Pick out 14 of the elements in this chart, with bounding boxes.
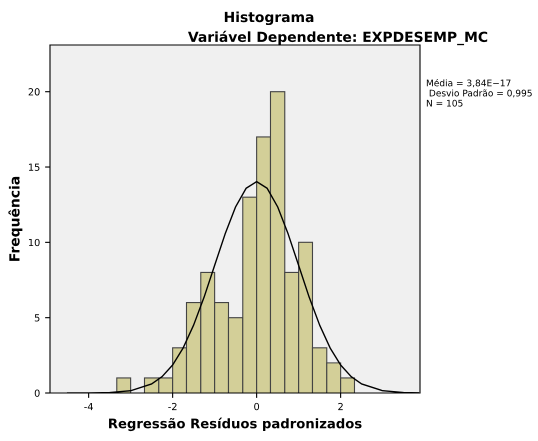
x-tick-label: 0 [254, 402, 260, 410]
y-axis-title: Frequência [8, 176, 22, 261]
chart-subtitle: Variável Dependente: EXPDESEMP_MC [188, 30, 488, 46]
y-tick-label: 5 [34, 314, 40, 322]
text: Média = 3,84E−17 Desvio Padrão = 0,995 N = 105 [426, 79, 532, 107]
x-tick-label: -2 [168, 402, 177, 410]
x-axis-title: Regressão Resíduos padronizados [109, 418, 362, 432]
y-tick-label: 15 [28, 164, 40, 171]
y-tick-label: 0 [34, 389, 40, 397]
y-tick-label: 20 [28, 88, 40, 96]
x-tick-label: 2 [338, 402, 343, 410]
chart-title: Histograma [224, 11, 314, 26]
y-tick-label: 10 [28, 238, 40, 246]
x-tick-label: -4 [84, 403, 93, 410]
